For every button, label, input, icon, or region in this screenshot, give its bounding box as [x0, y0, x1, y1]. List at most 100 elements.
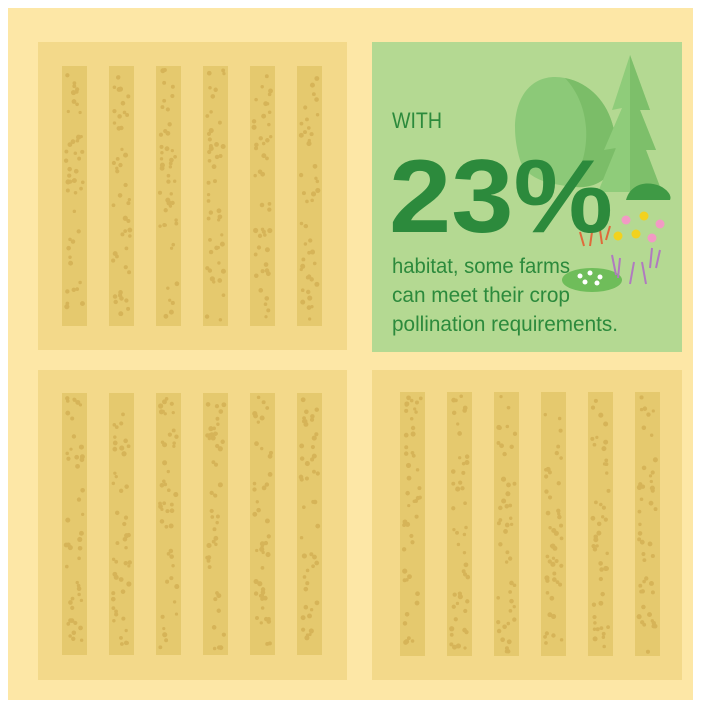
soil-dot: [205, 402, 211, 407]
soil-dot: [598, 412, 604, 418]
soil-dot: [65, 188, 70, 193]
soil-dot: [118, 577, 124, 582]
soil-dot: [642, 579, 646, 584]
soil-dot: [64, 149, 69, 154]
soil-dot: [303, 105, 308, 110]
soil-dot: [207, 137, 212, 142]
soil-dot: [216, 208, 222, 214]
soil-dot: [449, 626, 455, 632]
soil-dot: [126, 581, 132, 587]
soil-dot: [462, 408, 467, 413]
soil-dot: [65, 410, 71, 416]
soil-dot: [67, 173, 72, 178]
soil-dot: [211, 539, 216, 544]
soil-dot: [547, 495, 553, 500]
soil-dot: [115, 156, 120, 161]
soil-dot: [509, 522, 514, 527]
soil-dot: [601, 515, 605, 519]
soil-dot: [219, 241, 225, 247]
soil-dot: [114, 612, 119, 617]
soil-dot: [559, 638, 564, 642]
soil-dot: [78, 280, 82, 285]
soil-dot: [253, 413, 258, 419]
soil-dot: [164, 397, 169, 401]
soil-dot: [124, 628, 128, 633]
soil-dot: [168, 309, 174, 315]
soil-dot: [302, 575, 307, 579]
soil-dot: [650, 488, 655, 493]
soil-dot: [71, 99, 77, 104]
soil-dot: [173, 179, 177, 183]
soil-dot: [309, 552, 314, 557]
soil-dot: [79, 457, 85, 463]
soil-dot: [599, 502, 603, 507]
soil-dot: [77, 156, 82, 161]
soil-dot: [215, 520, 219, 525]
soil-dot: [209, 110, 213, 114]
soil-dot: [117, 193, 123, 198]
soil-dot: [255, 616, 259, 620]
soil-dot: [464, 629, 469, 635]
soil-dot: [169, 554, 174, 559]
soil-dot: [218, 409, 224, 414]
soil-dot: [264, 268, 270, 273]
soil-dot: [509, 580, 514, 586]
soil-dot: [637, 531, 643, 536]
soil-dot: [544, 489, 549, 494]
soil-dot: [169, 508, 175, 514]
soil-dot: [218, 318, 223, 322]
soil-dot: [214, 404, 220, 409]
soil-dot: [174, 218, 178, 222]
soil-dot: [166, 179, 171, 184]
soil-dot: [111, 203, 116, 208]
soil-dot: [506, 639, 512, 645]
soil-dot: [452, 592, 457, 597]
soil-dot: [257, 233, 263, 239]
soil-dot: [304, 461, 310, 467]
soil-dot: [162, 442, 168, 448]
soil-dot: [159, 519, 165, 524]
soil-dot: [68, 600, 73, 605]
soil-dot: [591, 602, 597, 607]
soil-dot: [644, 576, 649, 581]
soil-dot: [299, 443, 305, 449]
soil-dot: [315, 471, 320, 476]
soil-dot: [111, 591, 116, 596]
soil-dot: [462, 532, 467, 537]
soil-dot: [259, 621, 263, 625]
soil-dot: [159, 157, 164, 161]
soil-dot: [64, 564, 69, 569]
soil-dot: [464, 454, 470, 459]
soil-dot: [310, 249, 316, 255]
soil-dot: [118, 162, 123, 168]
soil-dot: [162, 501, 167, 506]
soil-dot: [158, 501, 162, 506]
soil-dot: [171, 242, 176, 247]
soil-dot: [264, 247, 270, 253]
soil-dot: [462, 572, 468, 577]
soil-dot: [255, 548, 259, 553]
soil-dot: [123, 640, 129, 646]
soil-dot: [512, 583, 517, 588]
soil-dot: [639, 539, 645, 545]
soil-dot: [543, 634, 547, 639]
body-line: pollination requirements.: [392, 313, 618, 336]
soil-dot: [506, 405, 511, 410]
soil-dot: [253, 579, 259, 585]
soil-dot: [267, 453, 273, 459]
soil-dot: [596, 530, 602, 536]
soil-dot: [168, 523, 174, 529]
soil-dot: [592, 614, 597, 620]
soil-dot: [210, 94, 216, 99]
soil-dot: [451, 481, 456, 486]
soil-dot: [257, 581, 263, 587]
soil-dot: [171, 411, 175, 415]
soil-dot: [206, 180, 211, 185]
soil-dot: [314, 76, 320, 81]
soil-dot: [267, 110, 272, 115]
soil-dot: [311, 499, 316, 504]
soil-dot: [302, 416, 306, 421]
soil-dot: [498, 518, 503, 522]
soil-dot: [306, 141, 312, 147]
soil-dot: [256, 395, 261, 400]
